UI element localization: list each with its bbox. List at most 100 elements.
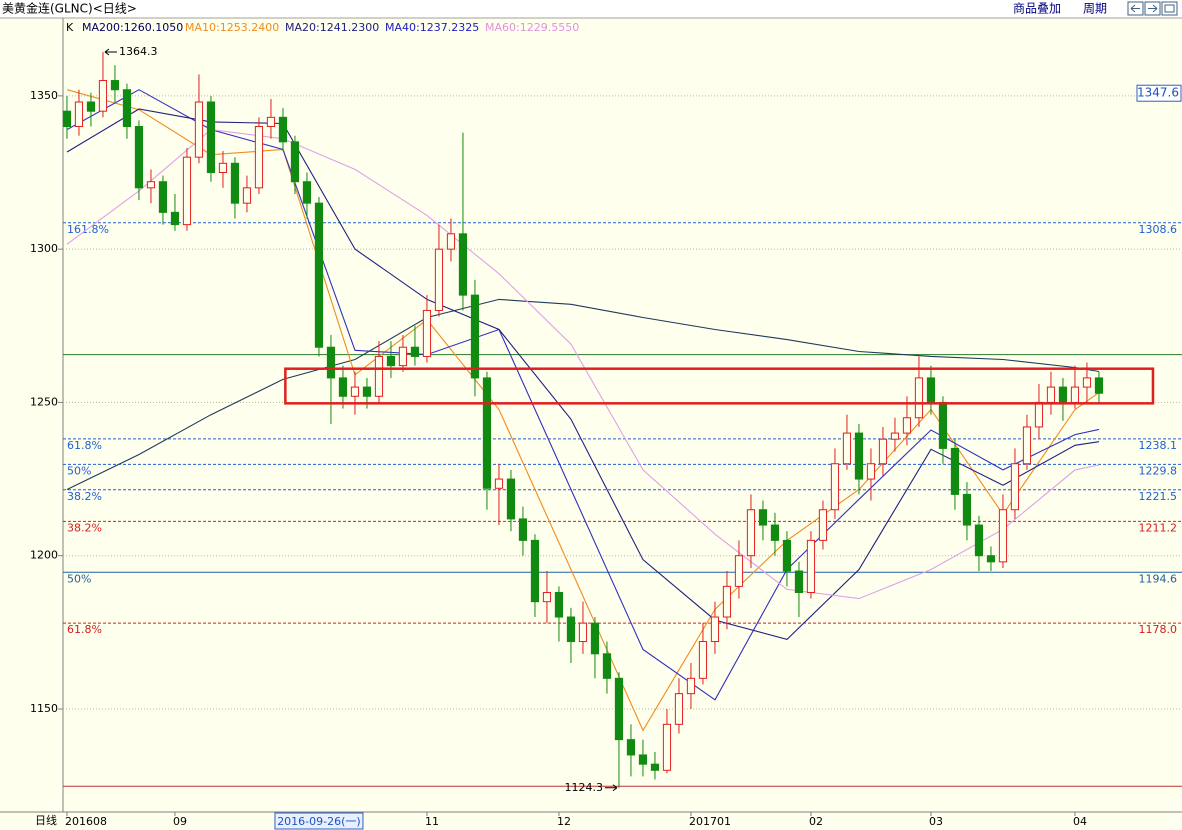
candle-body (254, 126, 264, 189)
candle-body (374, 355, 384, 397)
candle-legend: K (66, 21, 74, 34)
candle-body (902, 417, 912, 434)
candle-body (614, 677, 624, 741)
candle-body (86, 101, 96, 112)
selected-date-box (274, 812, 364, 830)
x-tick-label: 2016-09-26(一) (277, 815, 361, 828)
legend-entry: MA60:1229.5550 (485, 21, 579, 34)
candle-body (758, 509, 768, 526)
level-price-label: 1308.6 (1139, 223, 1178, 236)
candle-body (302, 181, 312, 204)
ma-line (66, 89, 1100, 701)
candle-body (1082, 377, 1092, 388)
x-tick-label: 201608 (65, 815, 107, 828)
y-tick-label: 1300 (30, 242, 58, 255)
legend-entry: MA200:1260.1050 (82, 21, 183, 34)
candle-body (446, 233, 456, 250)
highlight-box (284, 367, 1155, 405)
ma-line (66, 108, 1100, 641)
candle-body (698, 641, 708, 679)
last-price-box (1136, 84, 1182, 102)
candle-body (842, 432, 852, 465)
candle-body (386, 355, 396, 367)
candle-body (278, 116, 288, 143)
candle-body (218, 162, 228, 174)
level-pct-label: 38.2% (67, 490, 102, 503)
level-price-label: 1221.5 (1139, 490, 1178, 503)
x-tick-label: 02 (809, 815, 823, 828)
x-tick-label: 201701 (689, 815, 731, 828)
levels-layer: 161.8% 1308.661.8% 1238.150% 1229.838.2% 122… (63, 222, 1182, 787)
max-glyph (1164, 4, 1175, 13)
candle-body (326, 346, 336, 379)
candle-body (710, 616, 720, 643)
level-pct-label: 50% (67, 464, 91, 477)
y-tick-label: 1200 (30, 549, 58, 562)
candle-body (950, 447, 960, 495)
candle-body (650, 763, 660, 771)
header-bar (0, 0, 1182, 18)
next-arrow (1148, 4, 1158, 13)
annotation-label: 1124.3 (564, 781, 603, 794)
candle-body (1022, 426, 1032, 465)
annotation-label: 1364.3 (119, 45, 157, 58)
candle-body (494, 478, 504, 489)
candle-body (1058, 386, 1068, 403)
x-tick-label: 03 (929, 815, 943, 828)
candle-body (722, 585, 732, 618)
candle-body (314, 202, 324, 348)
candle-body (1046, 386, 1056, 403)
candle-body (194, 101, 204, 158)
candle-body (878, 438, 888, 465)
candle-body (410, 346, 420, 357)
candle-body (962, 493, 972, 526)
candle-body (1070, 386, 1080, 403)
candle-body (974, 524, 984, 557)
ma-line (66, 129, 1100, 600)
x-tick-label: 09 (173, 815, 187, 828)
candle-body (122, 89, 132, 128)
candle-body (350, 386, 360, 397)
candle-body (110, 80, 120, 91)
level-price-label: 1229.8 (1139, 464, 1178, 477)
candle-body (362, 386, 372, 397)
candle-body (554, 591, 564, 618)
level-pct-label: 38.2% (67, 521, 102, 534)
candle-body (134, 126, 144, 189)
max-icon[interactable] (1161, 1, 1178, 16)
candle-body (170, 211, 180, 226)
candle-layer (62, 52, 1104, 788)
level-price-label: 1178.0 (1139, 623, 1178, 636)
candle-body (158, 181, 168, 213)
grid-layer: 1150 1200 1250 1300 1350 (30, 89, 1182, 715)
candle-body (482, 377, 492, 489)
y-tick-label: 1250 (30, 395, 58, 408)
candle-body (98, 80, 108, 112)
candle-body (242, 187, 252, 204)
candle-body (830, 463, 840, 511)
candle-body (470, 294, 480, 379)
candle-body (578, 622, 588, 643)
level-price-label: 1194.6 (1139, 572, 1178, 585)
candle-body (422, 309, 432, 357)
candle-body (734, 555, 744, 587)
candle-body (434, 248, 444, 311)
candle-body (398, 346, 408, 367)
period-button[interactable]: 周期 (1083, 2, 1107, 16)
candle-body (626, 739, 636, 756)
candle-body (782, 539, 792, 572)
candle-body (530, 539, 540, 603)
nav-icons (1127, 1, 1178, 16)
candle-body (770, 524, 780, 541)
level-price-label: 1238.1 (1139, 439, 1178, 452)
annotation-arrow (104, 48, 117, 56)
level-pct-label: 50% (67, 572, 91, 585)
overlay-button[interactable]: 商品叠加 (1013, 1, 1061, 16)
annotation-arrow (604, 784, 618, 792)
level-pct-label: 61.8% (67, 439, 102, 452)
legend-entry: MA10:1253.2400 (185, 21, 279, 34)
y-tick-label: 1150 (30, 702, 58, 715)
